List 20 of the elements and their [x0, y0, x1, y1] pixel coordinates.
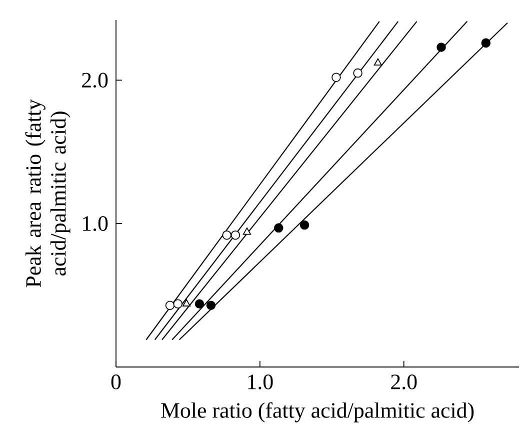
x-tick-label: 0 — [111, 374, 121, 390]
point — [173, 299, 183, 309]
point — [230, 230, 240, 240]
point — [206, 300, 216, 310]
point — [436, 42, 446, 52]
point — [332, 72, 341, 82]
point — [165, 300, 175, 310]
point — [481, 38, 491, 48]
point — [242, 228, 252, 235]
point — [274, 223, 284, 233]
point — [194, 299, 204, 309]
y-axis-title: Peak area ratio (fatty acid/palmitic acid) — [25, 99, 70, 288]
point — [182, 299, 191, 306]
x-tick-label: 1.0 — [248, 374, 273, 390]
point — [374, 58, 382, 66]
point — [300, 220, 310, 230]
point — [222, 230, 232, 240]
point — [353, 68, 362, 78]
x-axis-title: Mole ratio (fatty acid/palmitic acid) — [161, 402, 474, 422]
x-tick-label: 2.0 — [391, 374, 417, 390]
